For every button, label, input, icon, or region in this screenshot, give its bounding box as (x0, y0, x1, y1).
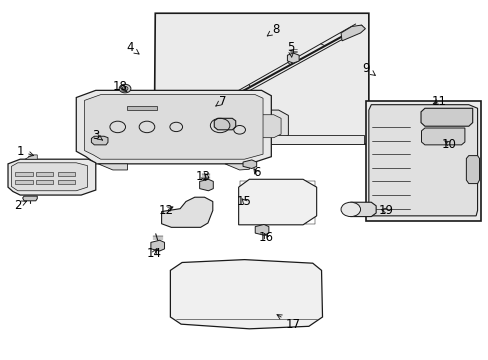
Text: 5: 5 (286, 41, 294, 57)
Text: 2: 2 (14, 199, 26, 212)
Text: 15: 15 (237, 195, 251, 208)
Polygon shape (243, 160, 256, 168)
Circle shape (119, 84, 131, 93)
Polygon shape (76, 90, 271, 164)
Text: 10: 10 (441, 138, 456, 150)
Polygon shape (466, 156, 479, 184)
Polygon shape (340, 25, 365, 41)
Circle shape (122, 86, 128, 91)
Polygon shape (25, 155, 37, 159)
Text: 7: 7 (215, 95, 226, 108)
Text: 19: 19 (378, 204, 393, 217)
Polygon shape (98, 164, 127, 170)
Polygon shape (84, 95, 263, 159)
Polygon shape (157, 135, 363, 144)
Polygon shape (224, 164, 249, 170)
Text: 1: 1 (17, 145, 34, 158)
Text: 16: 16 (259, 231, 273, 244)
Text: 14: 14 (146, 247, 162, 260)
Polygon shape (170, 260, 322, 329)
Polygon shape (214, 118, 235, 130)
Text: 13: 13 (195, 170, 210, 183)
Polygon shape (159, 115, 281, 138)
Text: 4: 4 (126, 41, 139, 54)
Polygon shape (91, 136, 108, 145)
Polygon shape (36, 180, 53, 184)
Polygon shape (368, 105, 477, 216)
Circle shape (340, 202, 360, 217)
Polygon shape (58, 180, 75, 184)
Polygon shape (366, 101, 480, 221)
Text: 18: 18 (113, 80, 127, 93)
Polygon shape (58, 172, 75, 176)
Polygon shape (238, 179, 316, 225)
Polygon shape (154, 13, 368, 144)
Polygon shape (36, 172, 53, 176)
Text: 3: 3 (92, 129, 102, 142)
Polygon shape (8, 159, 96, 195)
Polygon shape (255, 225, 268, 235)
Text: 11: 11 (431, 95, 446, 108)
Polygon shape (345, 202, 375, 217)
Polygon shape (11, 163, 87, 191)
Polygon shape (420, 108, 472, 126)
Polygon shape (22, 196, 37, 201)
Text: 17: 17 (276, 315, 300, 331)
Polygon shape (199, 179, 213, 191)
Text: 8: 8 (267, 23, 279, 36)
Polygon shape (161, 197, 212, 227)
Polygon shape (15, 172, 33, 176)
Polygon shape (421, 128, 464, 145)
Polygon shape (151, 240, 164, 251)
Text: 12: 12 (159, 204, 174, 217)
Polygon shape (152, 110, 288, 140)
Polygon shape (287, 53, 299, 63)
Polygon shape (15, 180, 33, 184)
Polygon shape (127, 107, 157, 110)
Text: 6: 6 (252, 166, 260, 179)
Text: 9: 9 (362, 62, 375, 75)
